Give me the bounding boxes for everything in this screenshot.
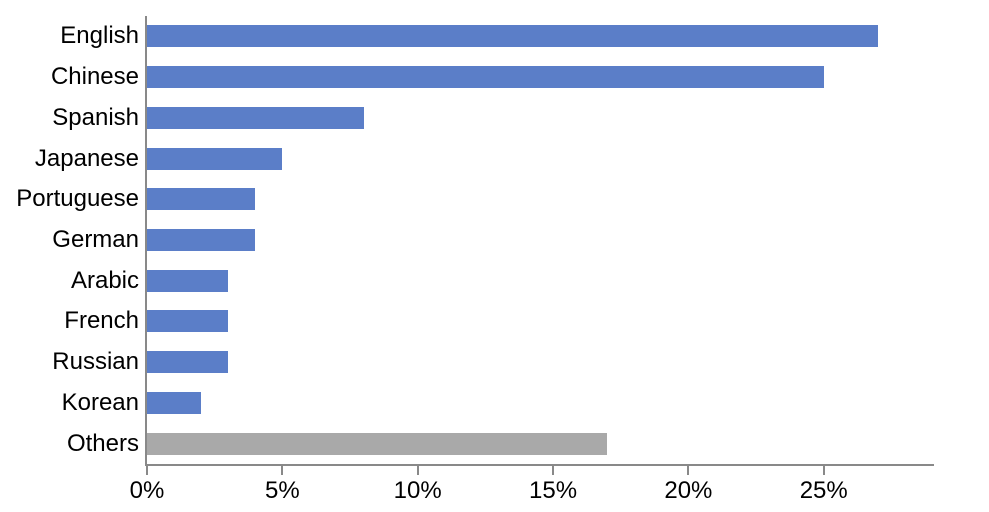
- bar-english: [147, 25, 878, 48]
- bar-russian: [147, 351, 229, 374]
- bar-track: [147, 228, 932, 251]
- x-tick-label-20%: 20%: [664, 477, 713, 504]
- x-tick-5%: [281, 466, 284, 475]
- category-label-korean: Korean: [61, 388, 139, 416]
- chart-row: Arabic: [0, 260, 989, 301]
- bar-track: [147, 106, 932, 129]
- bar-rows: English Chinese Spanish Japanese Portuguese G…: [0, 16, 989, 464]
- chart-row: Others: [0, 423, 989, 464]
- category-label-german: German: [52, 225, 139, 253]
- bar-track: [147, 25, 932, 48]
- x-tick-10%: [416, 466, 419, 475]
- x-tick-label-15%: 15%: [529, 477, 578, 504]
- chart-row: Korean: [0, 382, 989, 423]
- bar-track: [147, 351, 932, 374]
- bar-others: [147, 432, 608, 455]
- bar-track: [147, 147, 932, 170]
- x-tick-label-5%: 5%: [265, 477, 300, 504]
- y-axis-line: [145, 16, 147, 466]
- x-tick-20%: [687, 466, 690, 475]
- chart-row: Chinese: [0, 57, 989, 98]
- x-tick-15%: [552, 466, 555, 475]
- category-label-others: Others: [66, 429, 139, 457]
- x-tick-label-25%: 25%: [799, 477, 848, 504]
- chart-row: Russian: [0, 342, 989, 383]
- x-axis-line: [145, 464, 934, 466]
- chart-row: Portuguese: [0, 179, 989, 220]
- chart-row: French: [0, 301, 989, 342]
- bar-arabic: [147, 269, 229, 292]
- category-label-chinese: Chinese: [50, 63, 139, 91]
- x-tick-label-0%: 0%: [129, 477, 165, 504]
- chart-row: German: [0, 220, 989, 261]
- bar-japanese: [147, 147, 283, 170]
- bar-german: [147, 228, 256, 251]
- bar-track: [147, 310, 932, 333]
- bar-track: [147, 391, 932, 414]
- category-label-portuguese: Portuguese: [16, 185, 139, 213]
- category-label-japanese: Japanese: [34, 144, 139, 172]
- bar-portuguese: [147, 188, 256, 211]
- x-tick-0%: [146, 466, 148, 475]
- chart-row: Japanese: [0, 138, 989, 179]
- category-label-english: English: [60, 22, 139, 50]
- category-label-spanish: Spanish: [52, 103, 139, 131]
- bar-chinese: [147, 66, 824, 89]
- chart-row: Spanish: [0, 97, 989, 138]
- bar-track: [147, 432, 932, 455]
- bar-track: [147, 66, 932, 89]
- category-label-arabic: Arabic: [70, 266, 139, 294]
- category-label-french: French: [64, 307, 139, 335]
- x-tick-label-10%: 10%: [393, 477, 442, 504]
- x-tick-25%: [822, 466, 825, 475]
- category-label-russian: Russian: [52, 348, 139, 376]
- bar-spanish: [147, 106, 364, 129]
- bar-track: [147, 188, 932, 211]
- bar-korean: [147, 391, 202, 414]
- chart-row: English: [0, 16, 989, 57]
- bar-track: [147, 269, 932, 292]
- bar-french: [147, 310, 229, 333]
